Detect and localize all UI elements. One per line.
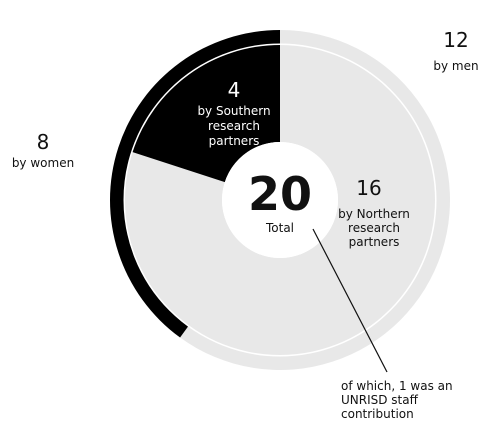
center-total-label: Total xyxy=(265,221,294,235)
southern-text-line-2: research xyxy=(208,119,260,133)
center-hole xyxy=(222,142,338,258)
annotation-line-1: of which, 1 was an xyxy=(341,379,453,393)
outer-ring xyxy=(110,30,450,371)
women-value-label: 8 xyxy=(37,130,50,154)
men-text-label: by men xyxy=(433,59,478,73)
northern-value-label: 16 xyxy=(356,176,381,200)
inner-ring xyxy=(124,45,435,355)
annotation-line-3: contribution xyxy=(341,407,414,421)
northern-text-line-2: research xyxy=(348,221,400,235)
outer-slice-by-women xyxy=(110,30,280,338)
southern-text-line-3: partners xyxy=(209,134,260,148)
inner-slice-by-southern-research-partners xyxy=(132,45,280,183)
annotation-leader-line xyxy=(312,228,388,373)
inner-slice-by-northern-research-partners xyxy=(124,45,435,355)
center-total-value: 20 xyxy=(248,167,312,221)
women-text-label: by women xyxy=(12,156,74,170)
southern-text-line-1: by Southern xyxy=(197,104,270,118)
men-value-label: 12 xyxy=(443,28,468,52)
northern-text-line-1: by Northern xyxy=(338,207,410,221)
annotation-line-2: UNRISD staff xyxy=(341,393,419,407)
southern-value-label: 4 xyxy=(228,78,241,102)
northern-text-line-3: partners xyxy=(349,235,400,249)
